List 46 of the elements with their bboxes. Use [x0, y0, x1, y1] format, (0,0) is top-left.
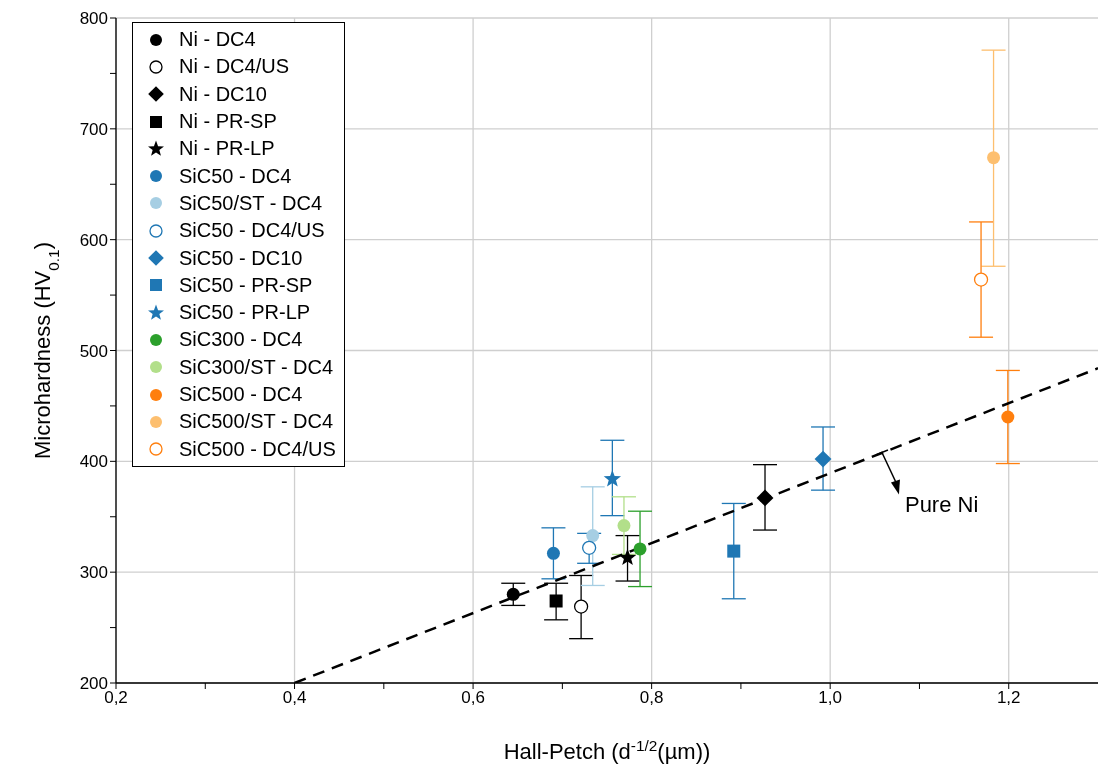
y-tick-label: 800	[79, 9, 108, 29]
point	[1001, 410, 1015, 424]
point	[617, 519, 631, 533]
point	[814, 450, 832, 468]
x-axis-title: Hall-Petch (d$^{-1/2}$(µm))	[503, 736, 711, 764]
legend-label: SiC50 - PR-LP	[179, 301, 311, 325]
legend-label: Ni - DC10	[179, 82, 267, 106]
point	[973, 272, 989, 287]
legend-label: Ni - PR-SP	[179, 110, 277, 134]
y-tick-label: 500	[79, 341, 108, 361]
y-tick-label: 700	[79, 119, 108, 139]
legend-label: SiC50/ST - DC4	[179, 191, 323, 215]
legend-label: SiC300 - DC4	[179, 328, 303, 352]
x-tick-label: 1,0	[818, 688, 842, 708]
point	[618, 548, 637, 566]
point	[987, 151, 1001, 165]
x-tick-label: 0,4	[282, 688, 307, 708]
point	[727, 544, 741, 558]
x-tick-label: 0,2	[104, 688, 128, 708]
legend-label: SiC500 - DC4	[179, 383, 303, 406]
x-tick-label: 0,8	[639, 688, 664, 708]
point	[633, 542, 647, 556]
legend-label: Ni - PR-LP	[179, 137, 275, 161]
legend-label: SiC500/ST - DC4	[179, 410, 334, 434]
legend-label: SiC500 - DC4/US	[179, 437, 336, 461]
x-tick-label: 1,2	[996, 688, 1021, 708]
point	[603, 469, 622, 487]
y-tick-label: 400	[79, 452, 108, 472]
annotation: Pure Ni	[904, 492, 979, 518]
legend-label: Ni - DC4/US	[179, 55, 290, 79]
legend-label: SiC300/ST - DC4	[179, 355, 334, 379]
point	[586, 529, 600, 543]
legend-label: SiC50 - DC4	[179, 164, 292, 188]
point	[506, 587, 520, 601]
point	[582, 540, 597, 555]
point	[549, 594, 563, 608]
point	[573, 599, 589, 614]
point	[546, 546, 560, 560]
x-tick-label: 0,6	[461, 688, 485, 708]
legend-label: SiC50 - DC10	[179, 246, 303, 270]
legend-label: SiC50 - PR-SP	[179, 273, 313, 297]
legend-label: Ni - DC4	[179, 28, 256, 52]
legend-label: SiC50 - DC4/US	[179, 219, 325, 243]
y-tick-label: 300	[79, 563, 108, 583]
point	[756, 489, 774, 507]
y-tick-label: 600	[79, 230, 108, 250]
